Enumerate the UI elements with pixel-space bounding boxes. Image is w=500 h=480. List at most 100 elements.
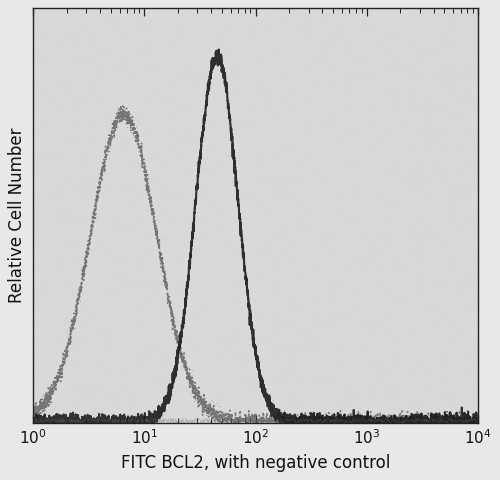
- Point: [167, 382, 175, 390]
- Point: [258, 388, 266, 396]
- Point: [148, 210, 156, 217]
- Point: [113, 104, 121, 111]
- Point: [138, 152, 146, 159]
- Point: [203, 411, 211, 419]
- Point: [202, 109, 209, 117]
- Point: [157, 256, 165, 264]
- Point: [214, 58, 222, 66]
- Point: [210, 409, 218, 417]
- Point: [170, 364, 178, 372]
- Point: [228, 135, 236, 143]
- Point: [172, 333, 179, 341]
- Point: [114, 109, 122, 117]
- Point: [166, 393, 174, 401]
- Point: [226, 122, 234, 130]
- Point: [231, 163, 239, 170]
- Point: [174, 361, 182, 369]
- Point: [137, 150, 145, 157]
- Point: [180, 361, 188, 369]
- Point: [275, 407, 283, 414]
- Point: [70, 309, 78, 316]
- Point: [242, 274, 250, 281]
- Point: [110, 132, 118, 139]
- Point: [119, 107, 127, 115]
- Point: [222, 85, 230, 93]
- Point: [170, 324, 178, 331]
- Point: [170, 367, 178, 375]
- Point: [179, 318, 187, 325]
- Point: [66, 339, 74, 347]
- Point: [167, 311, 175, 319]
- Point: [246, 316, 254, 324]
- Point: [97, 177, 105, 185]
- Point: [190, 210, 198, 218]
- Point: [174, 337, 182, 345]
- Point: [184, 283, 192, 291]
- Point: [50, 385, 58, 393]
- Point: [270, 403, 278, 411]
- Point: [162, 278, 170, 286]
- Point: [195, 160, 203, 168]
- Point: [178, 355, 186, 363]
- Point: [232, 175, 240, 183]
- Point: [271, 406, 279, 413]
- Point: [230, 160, 238, 168]
- Point: [202, 409, 210, 417]
- Point: [158, 405, 166, 412]
- Point: [182, 290, 190, 298]
- Point: [110, 128, 118, 136]
- Point: [230, 155, 237, 162]
- Point: [133, 132, 141, 139]
- Point: [216, 58, 224, 66]
- Point: [188, 383, 196, 391]
- Point: [158, 406, 166, 414]
- Point: [201, 399, 209, 407]
- Point: [268, 402, 276, 410]
- Point: [182, 362, 190, 370]
- Point: [154, 400, 162, 408]
- Point: [239, 252, 247, 259]
- Point: [178, 325, 186, 333]
- Point: [217, 418, 225, 426]
- Point: [52, 383, 60, 391]
- Point: [130, 131, 138, 139]
- Point: [38, 393, 46, 400]
- Point: [32, 404, 40, 412]
- Point: [238, 240, 246, 247]
- X-axis label: FITC BCL2, with negative control: FITC BCL2, with negative control: [121, 454, 390, 472]
- Point: [208, 406, 216, 414]
- Point: [210, 418, 218, 425]
- Point: [229, 147, 237, 155]
- Point: [268, 413, 276, 420]
- Point: [198, 395, 206, 403]
- Point: [72, 314, 80, 322]
- Point: [241, 265, 249, 273]
- Point: [194, 386, 202, 394]
- Point: [214, 48, 222, 56]
- Point: [34, 415, 42, 423]
- Point: [132, 127, 140, 135]
- Point: [180, 309, 188, 316]
- Point: [206, 411, 214, 419]
- Point: [222, 82, 230, 90]
- Point: [256, 381, 264, 389]
- Point: [189, 224, 197, 231]
- Point: [234, 186, 242, 194]
- Point: [176, 350, 184, 358]
- Point: [180, 362, 188, 370]
- Point: [220, 71, 228, 79]
- Point: [140, 160, 147, 168]
- Point: [210, 56, 218, 64]
- Point: [40, 406, 48, 414]
- Point: [88, 222, 96, 229]
- Point: [152, 234, 160, 241]
- Point: [202, 411, 210, 419]
- Point: [182, 290, 190, 298]
- Point: [71, 324, 79, 332]
- Point: [150, 217, 158, 225]
- Point: [267, 402, 275, 409]
- Point: [218, 65, 226, 72]
- Point: [200, 397, 208, 405]
- Point: [162, 398, 170, 406]
- Point: [46, 391, 54, 399]
